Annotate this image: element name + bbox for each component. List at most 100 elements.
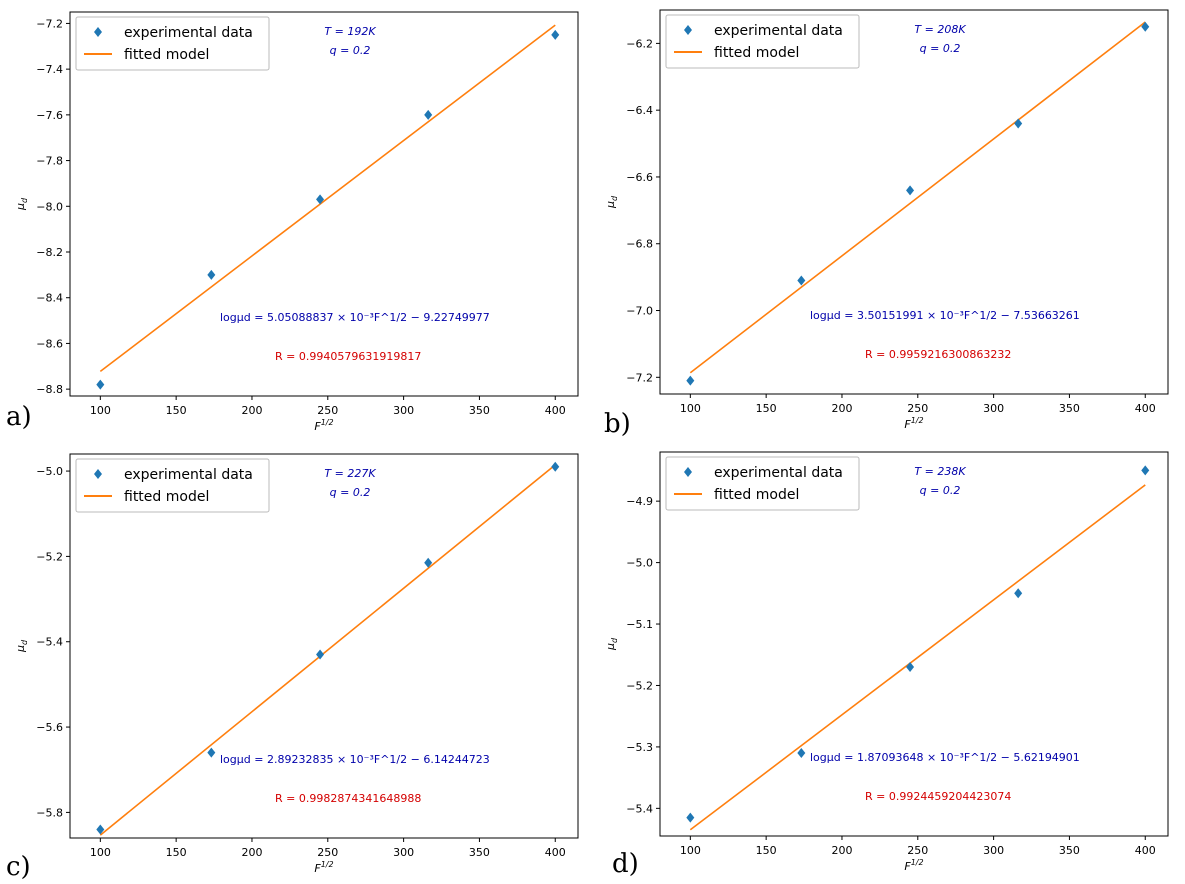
x-axis-label: F1/2 <box>314 860 333 875</box>
legend-box <box>75 458 270 513</box>
legend: experimental data fitted model <box>665 456 860 511</box>
experimental-point <box>316 194 325 205</box>
fitted-model-line <box>99 464 556 836</box>
panel-letter: b) <box>604 409 631 439</box>
experimental-point <box>424 109 433 120</box>
x-tick-label: 300 <box>983 402 1004 415</box>
x-tick-label: 100 <box>680 402 701 415</box>
y-tick-label: −8.0 <box>36 200 63 213</box>
y-tick-label: −5.0 <box>626 557 653 570</box>
q-annotation: q = 0.2 <box>330 44 371 57</box>
experimental-point <box>686 375 695 386</box>
y-tick-label: −7.6 <box>36 109 63 122</box>
legend-marker-experimental <box>684 467 692 477</box>
x-tick-label: 200 <box>241 846 262 859</box>
x-tick-label: 350 <box>1059 844 1080 857</box>
x-tick-label: 400 <box>1135 844 1156 857</box>
legend-box <box>75 16 270 71</box>
y-tick-label: −5.6 <box>36 721 63 734</box>
x-tick-label: 250 <box>317 404 338 417</box>
x-tick-label: 150 <box>756 844 777 857</box>
legend-label-fitted: fitted model <box>124 489 209 505</box>
x-tick-label: 250 <box>907 844 928 857</box>
y-tick-label: −5.8 <box>36 806 63 819</box>
y-tick-label: −5.4 <box>626 802 653 815</box>
x-tick-label: 100 <box>90 846 111 859</box>
experimental-point <box>1141 465 1150 476</box>
x-axis-label: F1/2 <box>904 858 923 873</box>
experimental-point <box>797 275 806 286</box>
x-tick-label: 400 <box>545 404 566 417</box>
experimental-point <box>1141 21 1150 32</box>
y-axis-label: μd <box>604 195 619 209</box>
experimental-point <box>906 185 915 196</box>
legend-marker-experimental <box>94 27 102 37</box>
legend-box <box>665 456 860 511</box>
x-tick-label: 300 <box>393 846 414 859</box>
chart-panel-4: 100 150 200 250 300 350 400 −5.4 −5.3 −5.2 −5.1 −5.… <box>604 451 1169 879</box>
plot-frame <box>69 11 579 397</box>
x-tick-label: 200 <box>831 844 852 857</box>
x-tick-label: 200 <box>241 404 262 417</box>
y-axis-label: μd <box>14 197 29 211</box>
legend-box <box>665 14 860 69</box>
y-tick-label: −7.8 <box>36 155 63 168</box>
legend-label-fitted: fitted model <box>124 47 209 63</box>
correlation-coefficient: R = 0.9959216300863232 <box>865 348 1011 361</box>
legend-label-experimental: experimental data <box>124 25 253 41</box>
panel-letter: d) <box>612 849 639 879</box>
correlation-coefficient: R = 0.9924459204423074 <box>865 790 1011 803</box>
temperature-annotation: T = 192K <box>324 25 376 38</box>
temperature-annotation: T = 208K <box>914 23 966 36</box>
plot-frame <box>69 453 579 839</box>
q-annotation: q = 0.2 <box>330 486 371 499</box>
y-tick-label: −7.0 <box>626 305 653 318</box>
x-tick-label: 150 <box>756 402 777 415</box>
fitted-model-line <box>689 21 1146 374</box>
y-tick-label: −6.4 <box>626 104 653 117</box>
experimental-point <box>551 29 560 40</box>
y-tick-label: −8.8 <box>36 383 63 396</box>
x-tick-label: 350 <box>469 846 490 859</box>
x-axis-label: F1/2 <box>314 418 333 433</box>
experimental-point <box>424 557 433 568</box>
chart-panel-2: 100 150 200 250 300 350 400 −7.2 −7.0 −6.8 −6.6 −6.… <box>604 9 1169 439</box>
experimental-point <box>1014 588 1023 599</box>
legend-label-experimental: experimental data <box>124 467 253 483</box>
x-tick-label: 300 <box>393 404 414 417</box>
x-tick-label: 100 <box>90 404 111 417</box>
y-tick-label: −6.2 <box>626 37 653 50</box>
fit-equation: logμd = 1.87093648 × 10⁻³F^1/2 − 5.62194… <box>810 751 1080 764</box>
q-annotation: q = 0.2 <box>920 42 961 55</box>
experimental-point <box>906 662 915 673</box>
legend-marker-experimental <box>684 25 692 35</box>
chart-panel-3: 100 150 200 250 300 350 400 −5.8 −5.6 −5.4 −5.2 −5.… <box>6 453 579 882</box>
x-tick-label: 150 <box>166 846 187 859</box>
y-tick-label: −5.3 <box>626 741 653 754</box>
panel-letter: c) <box>6 852 31 882</box>
x-tick-label: 100 <box>680 844 701 857</box>
experimental-point <box>96 824 105 835</box>
experimental-point <box>316 649 325 660</box>
experimental-point <box>797 748 806 759</box>
plot-frame <box>659 451 1169 837</box>
y-tick-label: −8.6 <box>36 337 63 350</box>
fitted-model-line <box>99 24 556 373</box>
x-tick-label: 150 <box>166 404 187 417</box>
legend: experimental data fitted model <box>665 14 860 69</box>
correlation-coefficient: R = 0.9940579631919817 <box>275 350 421 363</box>
y-tick-label: −5.1 <box>626 618 653 631</box>
experimental-point <box>207 747 216 758</box>
legend-label-fitted: fitted model <box>714 45 799 61</box>
fit-equation: logμd = 3.50151991 × 10⁻³F^1/2 − 7.53663… <box>810 309 1080 322</box>
legend-label-experimental: experimental data <box>714 23 843 39</box>
temperature-annotation: T = 238K <box>914 465 966 478</box>
y-tick-label: −5.0 <box>36 465 63 478</box>
x-tick-label: 350 <box>1059 402 1080 415</box>
temperature-annotation: T = 227K <box>324 467 376 480</box>
x-tick-label: 250 <box>907 402 928 415</box>
x-axis-label: F1/2 <box>904 416 923 431</box>
y-tick-label: −5.2 <box>36 550 63 563</box>
experimental-point <box>1014 118 1023 129</box>
y-tick-label: −6.6 <box>626 171 653 184</box>
